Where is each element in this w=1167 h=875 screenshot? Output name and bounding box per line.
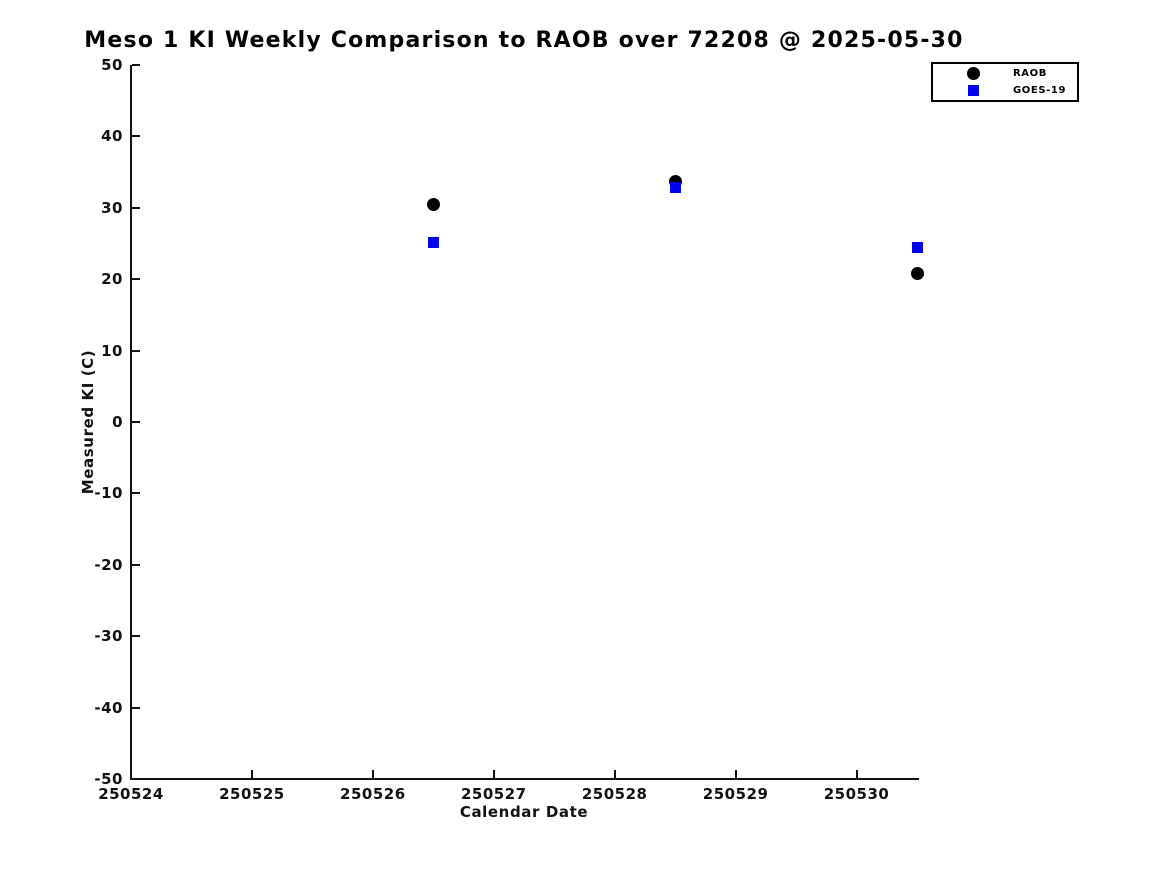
y-tick-label: 20 — [101, 270, 123, 289]
y-tick-label: 40 — [101, 127, 123, 146]
legend-row-goes19: GOES-19 — [933, 83, 1077, 99]
x-tick-mark — [250, 770, 253, 778]
y-axis-spine — [130, 65, 132, 780]
raob-data-point — [910, 266, 924, 280]
y-tick-mark — [132, 421, 140, 423]
legend-marker-square-icon — [967, 85, 979, 97]
y-tick-mark — [132, 349, 140, 352]
y-tick-label: 10 — [101, 341, 123, 360]
y-tick-label: -10 — [94, 484, 123, 503]
y-tick-label: 50 — [101, 56, 123, 74]
y-tick-mark — [132, 706, 140, 709]
x-axis-label: Calendar Date — [459, 803, 589, 821]
goes-19-data-point — [427, 236, 439, 248]
y-tick-label: -40 — [94, 698, 123, 717]
x-tick-label: 250530 — [823, 785, 890, 803]
y-tick-label: -50 — [94, 770, 123, 788]
x-tick-mark — [734, 770, 737, 778]
y-tick-mark — [132, 206, 140, 209]
chart-title: Meso 1 KI Weekly Comparison to RAOB over… — [84, 28, 964, 53]
x-tick-label: 250524 — [98, 785, 164, 803]
x-tick-label: 250529 — [702, 785, 769, 803]
x-tick-mark — [371, 770, 374, 778]
goes-19-data-point — [669, 181, 681, 193]
y-tick-label: 30 — [101, 198, 123, 217]
x-tick-mark — [613, 770, 616, 778]
legend-row-raob: RAOB — [933, 65, 1077, 81]
legend: RAOB GOES-19 — [931, 62, 1079, 102]
y-tick-mark — [132, 278, 140, 281]
x-tick-mark — [492, 770, 495, 778]
y-tick-label: 0 — [112, 413, 123, 431]
x-axis-spine — [130, 778, 919, 780]
legend-label-raob: RAOB — [1013, 67, 1047, 79]
legend-label-goes19: GOES-19 — [1013, 85, 1067, 97]
raob-data-point — [426, 198, 440, 212]
x-tick-label: 250527 — [460, 785, 527, 803]
y-tick-mark — [132, 135, 140, 138]
y-tick-label: -30 — [94, 627, 123, 646]
legend-marker-circle-icon — [966, 66, 980, 80]
y-tick-mark — [132, 563, 140, 566]
x-tick-label: 250526 — [340, 785, 406, 803]
x-tick-label: 250525 — [219, 785, 285, 803]
y-tick-label: -20 — [94, 555, 123, 574]
x-tick-mark — [855, 770, 858, 778]
x-tick-label: 250528 — [581, 785, 648, 803]
y-tick-mark — [132, 778, 140, 780]
y-tick-mark — [132, 492, 140, 495]
y-tick-mark — [132, 64, 140, 66]
y-tick-mark — [132, 635, 140, 638]
x-tick-mark — [130, 770, 132, 778]
goes-19-data-point — [911, 242, 923, 254]
